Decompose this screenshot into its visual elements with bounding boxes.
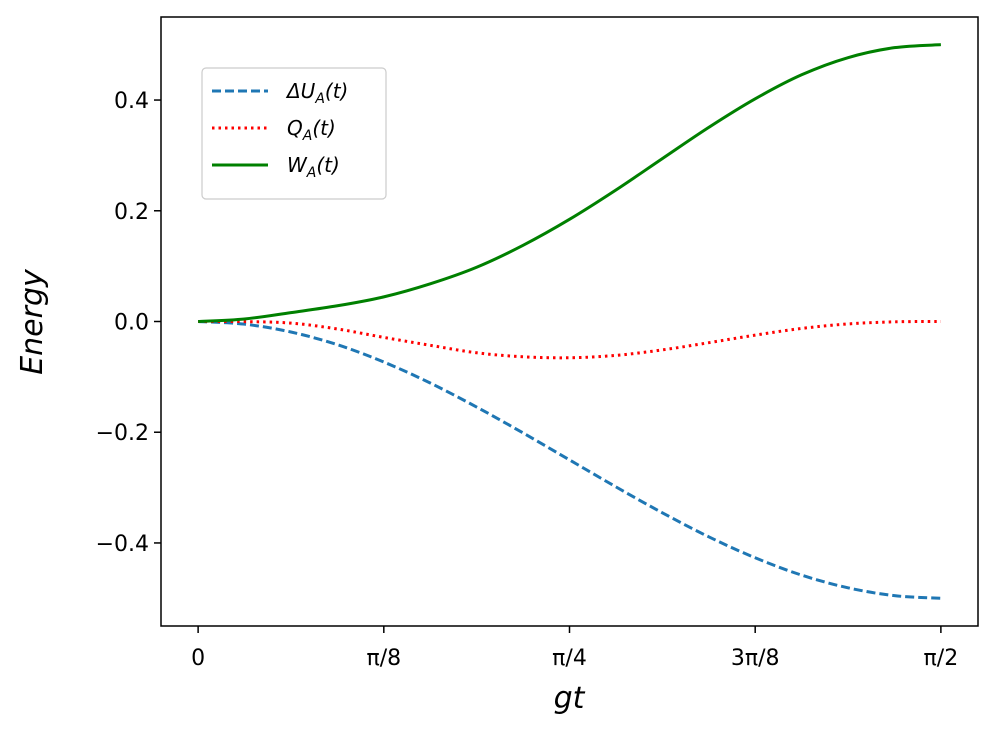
x-tick-label: π/2 [924,646,959,671]
x-tick-label: π/8 [366,646,401,671]
legend: ΔUA(t) QA(t) WA(t) [201,67,387,200]
x-ticks: 0 π/8 π/4 3π/8 π/2 [191,626,958,671]
series-line-0 [198,320,941,600]
x-axis-label: gt [554,681,586,716]
legend-label: ΔUA(t) [285,79,348,107]
x-tick-label: 0 [191,646,205,671]
y-tick-label: 0.4 [114,89,149,114]
y-ticks: −0.4 −0.2 0.0 0.2 0.4 [96,89,161,557]
series-line-2 [198,43,941,323]
y-tick-label: −0.4 [96,532,149,557]
x-tick-label: π/4 [552,646,587,671]
series-line-1 [198,319,941,360]
legend-items: ΔUA(t) QA(t) WA(t) [212,79,348,181]
x-tick-label: 3π/8 [731,646,780,671]
series-layer [198,43,941,600]
legend-label: QA(t) [287,116,336,144]
y-axis-label: Energy [15,268,50,375]
y-tick-label: −0.2 [96,421,149,446]
legend-label: WA(t) [287,153,340,181]
y-tick-label: 0.2 [114,200,149,225]
y-tick-label: 0.0 [114,311,149,336]
